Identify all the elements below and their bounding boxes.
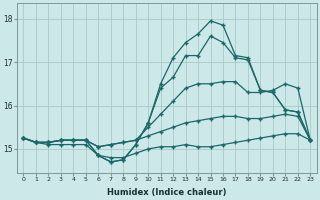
X-axis label: Humidex (Indice chaleur): Humidex (Indice chaleur): [107, 188, 227, 197]
